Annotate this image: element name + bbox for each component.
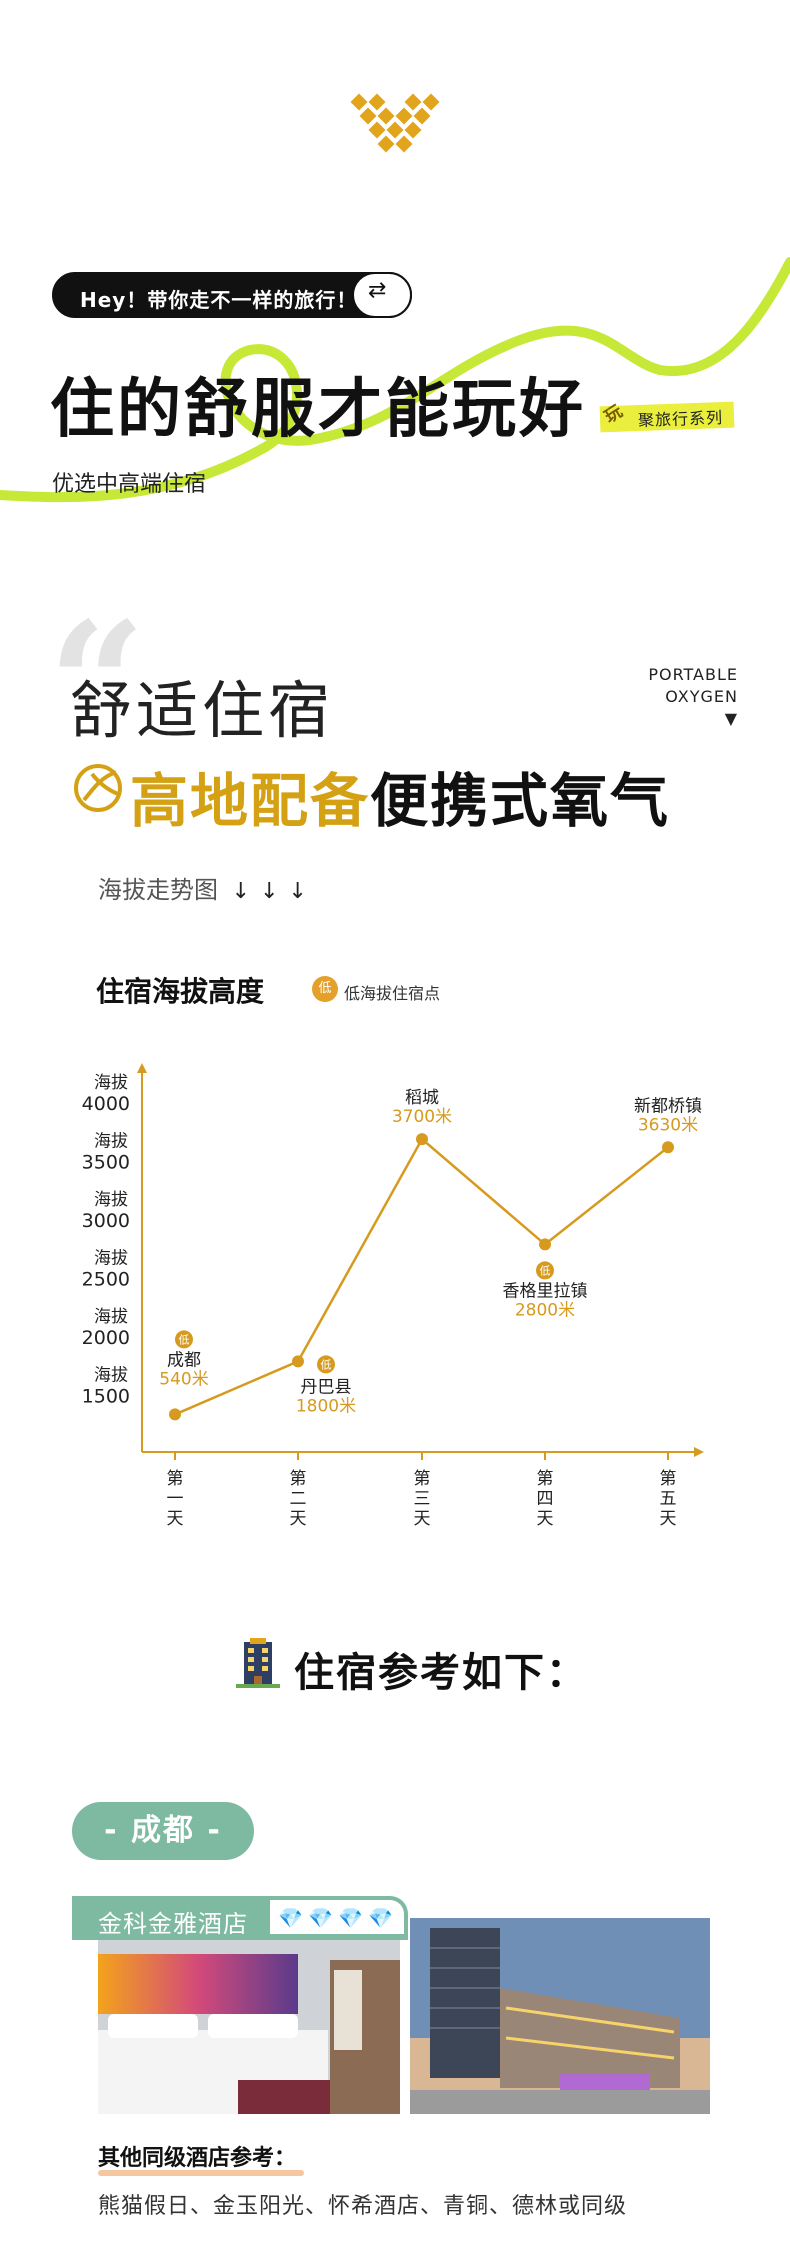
x-tick-label: 天 [660,1509,677,1529]
section-heading-bold: 高地配备便携式氧气 [72,754,670,838]
y-tick-label: 2000 [82,1327,130,1349]
chart-title: 住宿海拔高度 [96,975,265,1008]
point-value-label: 540米 [159,1369,208,1389]
brand-logo-icon [350,93,440,153]
y-axis-arrow-icon [137,1063,147,1073]
y-tick-prefix: 海拔 [94,1307,128,1327]
y-tick-prefix: 海拔 [94,1366,128,1386]
page-title: 住的舒服才能玩好 [50,373,586,447]
diamond-icon: 💎 [368,1906,393,1930]
x-tick-label: 第 [167,1469,184,1489]
y-tick-prefix: 海拔 [94,1073,128,1093]
other-hotels-underline [98,2170,304,2176]
x-tick-label: 三 [414,1489,431,1509]
series-tag: 玩 聚旅行系列 [599,402,735,433]
heading-rest: 便携式氧气 [370,767,671,835]
hotel-reference-heading: 住宿参考如下： [240,1640,588,1698]
diamond-icon: 💎 [308,1906,333,1930]
point-city-label: 新都桥镇 [634,1096,702,1116]
x-tick-label: 第 [290,1469,307,1489]
low-badge-icon [175,1330,193,1349]
x-tick-label: 四 [537,1489,554,1509]
x-tick-label: 第 [537,1469,554,1489]
altitude-series-line [174,1137,669,1416]
legend-text: 低海拔住宿点 [344,984,441,1003]
tagline-text: Hey！带你走不一样的旅行！ [80,288,358,312]
y-tick-label: 4000 [82,1093,130,1115]
portable-line1: PORTABLE [648,665,738,684]
point-value-label: 3700米 [392,1107,452,1127]
legend-low-badge: 低 [312,976,338,1002]
point-city-label: 稻城 [405,1088,439,1108]
y-tick-prefix: 海拔 [94,1132,128,1152]
x-tick-label: 第 [660,1469,677,1489]
low-badge-text: 低 [540,1264,551,1277]
x-tick-label: 五 [660,1489,677,1509]
x-axis-arrow-icon [694,1447,704,1457]
low-badge-icon [536,1261,554,1280]
hotel-name-tab[interactable]: 金科金雅酒店 💎 💎 💎 💎 [72,1896,408,1940]
data-point [292,1355,304,1368]
y-tick-label: 1500 [82,1386,130,1408]
x-tick-label: 天 [537,1509,554,1529]
altitude-trend-label: 海拔走势图 ↓↓↓ [98,870,317,905]
portable-line2: OXYGEN [665,687,738,706]
heading-accent: 高地配备 [130,767,371,835]
trend-label: 海拔走势图 [98,876,218,904]
point-city-label: 成都 [167,1350,201,1370]
point-value-label: 1800米 [296,1396,356,1416]
x-tick-label: 二 [290,1489,307,1509]
low-badge-text: 低 [321,1358,332,1371]
hotel-room-photo [98,1940,400,2114]
building-icon [236,1638,280,1688]
x-tick-label: 天 [414,1509,431,1529]
hotel-rating: 💎 💎 💎 💎 [270,1900,404,1934]
data-point [169,1408,181,1421]
low-badge-icon [317,1355,335,1374]
x-tick-label: 第 [414,1469,431,1489]
x-tick-label: 一 [167,1489,184,1509]
data-point [662,1141,674,1154]
point-value-label: 3630米 [638,1115,698,1135]
city-pill-chengdu[interactable]: - 成都 - [72,1802,254,1860]
y-tick-label: 2500 [82,1269,130,1291]
x-tick-label: 天 [167,1509,184,1529]
down-triangle-icon: ▼ [724,709,738,728]
down-arrows-icon: ↓↓↓ [231,879,317,904]
data-point [539,1238,551,1251]
swap-icon[interactable]: ⇄ [352,272,412,318]
data-point [416,1133,428,1146]
series-label: 聚旅行系列 [637,408,724,431]
other-hotels-list: 熊猫假日、金玉阳光、怀希酒店、青铜、德林或同级 [98,2194,628,2219]
page-subtitle: 优选中高端住宿 [52,472,207,497]
diamond-icon: 💎 [278,1906,303,1930]
section-heading-light: 舒适住宿 [70,674,335,747]
low-badge-text: 低 [179,1333,190,1346]
altitude-chart: 海拔4000海拔3500海拔3000海拔2500海拔2000海拔1500第一天第… [82,1063,704,1529]
ball-icon [74,764,122,812]
y-tick-label: 3500 [82,1152,130,1174]
hotel-name: 金科金雅酒店 [98,1910,248,1938]
green-swoosh-decoration [0,257,790,503]
quote-mark-icon: “ [48,585,146,785]
y-tick-prefix: 海拔 [94,1249,128,1269]
diamond-icon: 💎 [338,1906,363,1930]
tagline-pill: Hey！带你走不一样的旅行！ ⇄ [52,272,412,318]
hotel-heading-text: 住宿参考如下： [294,1650,588,1696]
point-value-label: 2800米 [515,1300,575,1320]
portable-oxygen-label: PORTABLE OXYGEN ▼ [648,664,738,730]
y-tick-prefix: 海拔 [94,1190,128,1210]
x-tick-label: 天 [290,1509,307,1529]
point-city-label: 香格里拉镇 [503,1281,588,1301]
point-city-label: 丹巴县 [301,1377,352,1397]
hotel-building-photo [410,1918,710,2114]
other-hotels-title: 其他同级酒店参考： [98,2146,297,2171]
y-tick-label: 3000 [82,1210,130,1232]
